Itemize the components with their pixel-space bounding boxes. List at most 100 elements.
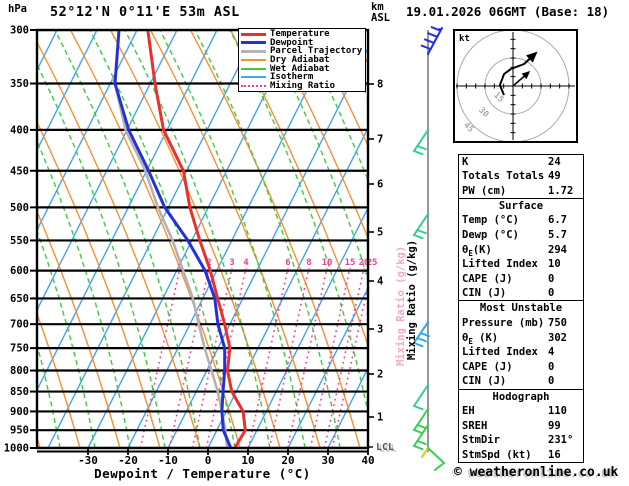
stats-row-value: 6.7 [548,214,567,227]
svg-text:450: 450 [10,165,29,177]
stats-row-label: StmSpd (kt) [462,448,532,461]
svg-text:-30: -30 [78,454,98,467]
run-title: 19.01.2026 06GMT (Base: 18) [406,4,610,19]
stats-row: θE (K) 302 [462,331,580,346]
svg-text:1: 1 [377,412,383,424]
legend-entry: Isotherm [241,72,363,82]
stats-row-value: 16 [548,448,561,461]
svg-text:500: 500 [10,202,29,214]
svg-text:950: 950 [10,425,29,437]
svg-text:1000: 1000 [4,443,29,455]
stats-section: Most Unstable Pressure (mb) 750 θE (K) 302 Li… [458,300,584,390]
stats-row: StmDir 231° [462,433,580,448]
legend-entry: Wet Adiabat [241,64,363,74]
stats-row-value: 4 [548,346,555,359]
stats-row: CAPE (J) 0 [462,272,580,287]
x-axis-label: Dewpoint / Temperature (°C) [94,466,311,481]
svg-text:0: 0 [205,454,212,467]
stats-row-label: Lifted Index [462,346,538,359]
wind-barb [413,213,429,240]
svg-text:15: 15 [345,258,356,268]
svg-text:20: 20 [359,258,370,268]
stats-row-value: 49 [548,170,561,183]
stats-row: Dewp (°C) 5.7 [462,228,580,243]
svg-text:300: 300 [10,25,29,37]
stats-row-label: Pressure (mb) [462,317,545,330]
stats-row: θE(K) 294 [462,243,580,258]
altitude-axis: 8 7 6 5 4 3 2 1 [368,79,383,424]
svg-text:10: 10 [241,454,254,467]
stats-section: Surface Temp (°C) 6.7 Dewp (°C) 5.7 θE(K) 294 L… [458,197,584,302]
svg-text:400: 400 [10,124,29,136]
stats-row-value: 99 [548,419,561,432]
stats-row-value: 10 [548,258,561,271]
wind-barb [413,321,431,348]
legend-swatch [241,59,266,62]
stats-row-value: 294 [548,243,567,256]
altitude-unit-asl: ASL [371,12,390,24]
altitude-unit-km: km [371,1,384,13]
stats-row-label: CAPE (J) [462,360,513,373]
stats-row-label: Lifted Index [462,258,538,271]
stats-row-label: θE(K) [462,243,492,258]
stats-row-label: Totals Totals [462,170,545,183]
legend-entry: Parcel Trajectory [241,46,363,57]
svg-text:7: 7 [377,134,383,146]
stats-row: CIN (J) 0 [462,374,580,389]
svg-text:700: 700 [10,319,29,331]
svg-text:800: 800 [10,365,29,377]
legend-swatch [241,32,266,36]
stats-row-value: 0 [548,360,555,373]
temperature-axis: -30 -20 -10 0 10 20 30 40 [78,448,375,467]
isobar-lines [37,30,368,448]
stats-row: Pressure (mb) 750 [462,316,580,331]
stats-row: CAPE (J) 0 [462,360,580,375]
isotherm-lines [37,30,368,448]
legend-swatch [241,76,266,79]
legend-swatch [241,41,266,45]
stats-row-label: K [462,155,469,168]
stats-row-label: CIN (J) [462,375,507,388]
stats-row: K 24 [462,155,580,170]
stats-row-value: 5.7 [548,228,567,241]
stats-row-value: 1.72 [548,184,574,197]
stats-row: SREH 99 [462,419,580,434]
svg-text:4: 4 [243,258,249,268]
stats-row-label: θE (K) [462,331,499,346]
pressure-axis-unit: hPa [8,3,27,15]
legend-label: Dry Adiabat [270,55,330,66]
svg-text:30: 30 [321,454,334,467]
wind-barb [413,129,429,156]
svg-text:600: 600 [10,265,29,277]
svg-text:-20: -20 [118,454,138,467]
svg-text:550: 550 [10,235,29,247]
dewpoint-curve [113,30,233,448]
lcl-marker-label: LCL [376,442,395,453]
svg-text:20: 20 [281,454,294,467]
svg-text:4: 4 [377,276,383,288]
wind-barb [420,26,443,55]
svg-text:750: 750 [10,343,29,355]
legend-label: Parcel Trajectory [270,46,363,57]
stats-row-label: SREH [462,419,488,432]
svg-text:6: 6 [285,258,290,268]
dry-adiabat-lines [37,30,368,448]
svg-text:900: 900 [10,406,29,418]
legend-swatch [241,49,266,53]
pressure-axis: 300 350 400 450 500 550 600 650 700 750 800 850 900 9… [4,25,37,455]
svg-text:5: 5 [377,227,383,239]
stats-row-label: PW (cm) [462,184,507,197]
altitude-axis-unit: km ASL [371,2,390,24]
svg-text:40: 40 [361,454,374,467]
wind-barb [413,384,429,411]
station-title: 52°12'N 0°11'E 53m ASL [50,4,240,20]
chart-legend: Temperature Dewpoint Parcel Trajectory Dry … [238,28,366,93]
stats-row: PW (cm) 1.72 [462,184,580,199]
wind-barbs [413,26,445,471]
svg-text:2: 2 [377,369,383,381]
legend-label: Mixing Ratio [270,80,336,91]
plot-border [35,28,370,450]
